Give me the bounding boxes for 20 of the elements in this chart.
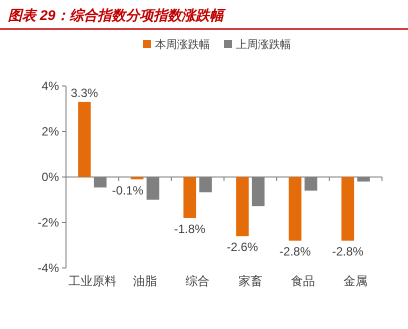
data-label: -2.8% [279, 244, 312, 259]
legend-label: 本周涨跌幅 [155, 38, 210, 51]
y-tick-label: -2% [38, 216, 60, 230]
x-tick-label: 金属 [344, 274, 368, 288]
data-label: 3.3% [70, 86, 98, 100]
x-tick-label: 油脂 [133, 274, 157, 288]
y-tick-label: 4% [42, 79, 60, 93]
y-tick-label: -4% [38, 261, 60, 275]
x-tick-label: 综合 [186, 274, 210, 288]
data-label: -1.8% [174, 222, 206, 236]
x-tick-label: 家畜 [238, 274, 262, 288]
x-tick-label: 工业原料 [68, 274, 116, 288]
legend-label: 上周涨跌幅 [236, 38, 291, 51]
title: 图表 29：综合指数分项指数涨跌幅 [8, 7, 224, 23]
y-tick-label: 2% [42, 124, 60, 138]
data-label: -2.6% [226, 240, 258, 254]
data-label: -2.8% [332, 244, 364, 259]
x-tick-label: 食品 [291, 274, 315, 288]
data-label: -0.1% [112, 183, 144, 198]
y-tick-label: 0% [42, 170, 60, 184]
